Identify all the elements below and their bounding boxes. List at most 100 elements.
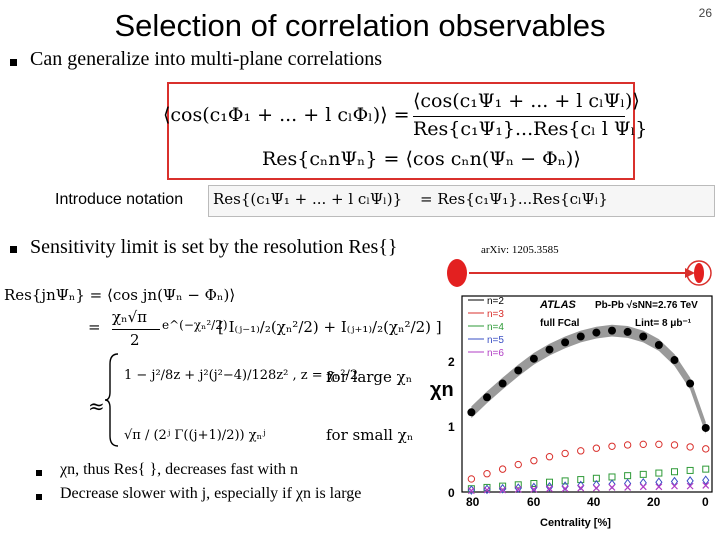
data-point-n-3 — [530, 456, 538, 465]
legend-label: n=4 — [487, 322, 504, 333]
notation-lhs: Res{(c₁Ψ₁ + ... + l cₗΨₗ)} — [213, 190, 403, 208]
res-prefactor: χₙ√π — [112, 308, 147, 326]
data-point-n-3 — [623, 441, 632, 449]
data-point-n-4 — [624, 472, 632, 480]
data-point-n-5 — [530, 482, 538, 493]
y-ticks: 0 1 2 — [448, 355, 455, 500]
bullet-text-1: Can generalize into multi-plane correlat… — [30, 48, 383, 70]
y-tick-label: 0 — [448, 486, 455, 500]
annotation-text: Lint= 8 μb⁻¹ — [635, 318, 692, 329]
large-chi-expression: 1 − j²/8z + j²(j²−4)/128z² , z = χₙ²/2 — [124, 368, 359, 383]
large-chi-label: for large χₙ — [326, 368, 413, 386]
approx-symbol: ≈ — [88, 394, 105, 418]
res-denominator: 2 — [130, 331, 140, 349]
data-point-n-2 — [467, 408, 476, 417]
arxiv-reference: arXiv: 1205.3585 — [481, 244, 559, 256]
chi-n-chart: χn Centrality [%] 0 1 2 80 60 40 20 0 n=… — [430, 295, 713, 529]
data-point-n-2 — [654, 341, 663, 349]
data-point-n-2 — [686, 379, 695, 388]
data-point-n-5 — [686, 476, 694, 486]
legend-label: n=3 — [487, 309, 504, 320]
data-point-n-2 — [592, 328, 601, 337]
legend: n=2 n=3 n=4 n=5 n=6 — [468, 296, 504, 359]
data-point-n-3 — [639, 440, 647, 449]
y-axis-label: χn — [430, 379, 454, 401]
notation-label: Introduce notation — [55, 191, 184, 208]
data-point-n-2 — [608, 326, 616, 335]
data-point-n-6 — [592, 484, 600, 492]
y-tick-label: 2 — [448, 355, 455, 369]
data-point-n-3 — [686, 443, 694, 451]
data-point-n-3 — [545, 453, 554, 461]
legend-label: n=2 — [487, 296, 504, 307]
central-overlap-icon — [694, 263, 704, 283]
bullet-marker — [10, 59, 17, 66]
data-point-n-2 — [670, 356, 679, 365]
data-point-n-3 — [670, 441, 679, 449]
data-point-n-6 — [608, 484, 616, 491]
equation-denominator: Res{c₁Ψ₁}...Res{cₗ l Ψₗ} — [413, 118, 648, 140]
data-point-n-6 — [639, 483, 647, 491]
data-point-n-6 — [483, 486, 491, 494]
x-axis-label: Centrality [%] — [540, 517, 611, 529]
x-tick-label: 60 — [527, 495, 541, 509]
data-point-n-4 — [702, 465, 710, 473]
notation-rhs: = Res{c₁Ψ₁}...Res{cₗΨₗ} — [420, 190, 608, 208]
data-point-n-3 — [483, 470, 491, 478]
plot-frame — [461, 295, 713, 493]
data-point-n-3 — [577, 447, 585, 455]
data-point-n-3 — [608, 442, 616, 450]
data-point-n-6 — [530, 485, 538, 493]
data-point-n-5 — [545, 481, 554, 492]
annotation-text: full FCal — [540, 318, 580, 329]
data-point-n-6 — [467, 487, 475, 495]
data-point-n-5 — [702, 475, 710, 486]
equation-res-definition: Res{cₙnΨₙ} = ⟨cos cₙn(Ψₙ − Φₙ)⟩ — [262, 148, 581, 170]
y-tick-label: 1 — [448, 420, 455, 434]
small-chi-expression: √π / (2ʲ Γ((j+1)/2)) χₙʲ — [124, 428, 266, 443]
fraction-bar — [413, 116, 625, 117]
nucleus-circle-icon — [686, 260, 712, 286]
collision-geometry-diagram — [447, 259, 712, 287]
data-point-n-2 — [529, 354, 538, 363]
data-point-n-4 — [561, 477, 569, 485]
data-point-n-4 — [546, 478, 553, 486]
data-point-n-2 — [514, 366, 523, 375]
bullet-marker — [10, 246, 17, 253]
equation-numerator: ⟨cos(c₁Ψ₁ + ... + l cₗΨₗ)⟩ — [413, 90, 640, 112]
fraction-bar — [112, 329, 160, 330]
legend-label: n=6 — [487, 348, 504, 359]
page-number: 26 — [698, 6, 712, 20]
res-exponential: e^(−χₙ²/2) — [162, 318, 228, 332]
data-point-n-6 — [655, 483, 663, 491]
legend-label: n=5 — [487, 335, 504, 346]
data-point-n-3 — [702, 445, 710, 453]
data-point-n-4 — [577, 476, 585, 484]
data-point-n-4 — [671, 468, 678, 476]
data-point-n-3 — [655, 440, 663, 449]
data-point-n-4 — [655, 469, 663, 477]
data-point-n-2 — [498, 379, 507, 388]
data-point-n-2 — [623, 327, 632, 336]
data-point-n-6 — [514, 485, 522, 493]
x-tick-label: 40 — [587, 495, 601, 509]
data-point-n-2 — [561, 338, 570, 347]
data-point-n-2 — [576, 332, 585, 341]
data-point-n-2 — [639, 332, 648, 341]
data-point-n-3 — [514, 460, 522, 469]
annotation-text: ATLAS — [539, 299, 577, 311]
atlas-annotation: ATLAS Pb-Pb √sNN=2.76 TeV full FCal Lint… — [539, 299, 698, 329]
res-equals: = — [88, 318, 101, 336]
data-point-n-4 — [499, 482, 507, 490]
data-point-n-6 — [577, 484, 585, 492]
data-point-n-6 — [561, 485, 569, 493]
slide-title: Selection of correlation observables — [114, 8, 606, 43]
x-tick-label: 0 — [702, 495, 709, 509]
data-point-n-4 — [686, 466, 694, 474]
data-point-n-3 — [592, 444, 601, 452]
res-lhs: Res{jnΨₙ} = ⟨cos jn(Ψₙ − Φₙ)⟩ — [4, 286, 236, 304]
data-point-n-5 — [561, 481, 569, 491]
data-point-n-2 — [483, 393, 491, 402]
data-point-n-2 — [701, 423, 710, 432]
data-point-n-3 — [561, 449, 569, 458]
